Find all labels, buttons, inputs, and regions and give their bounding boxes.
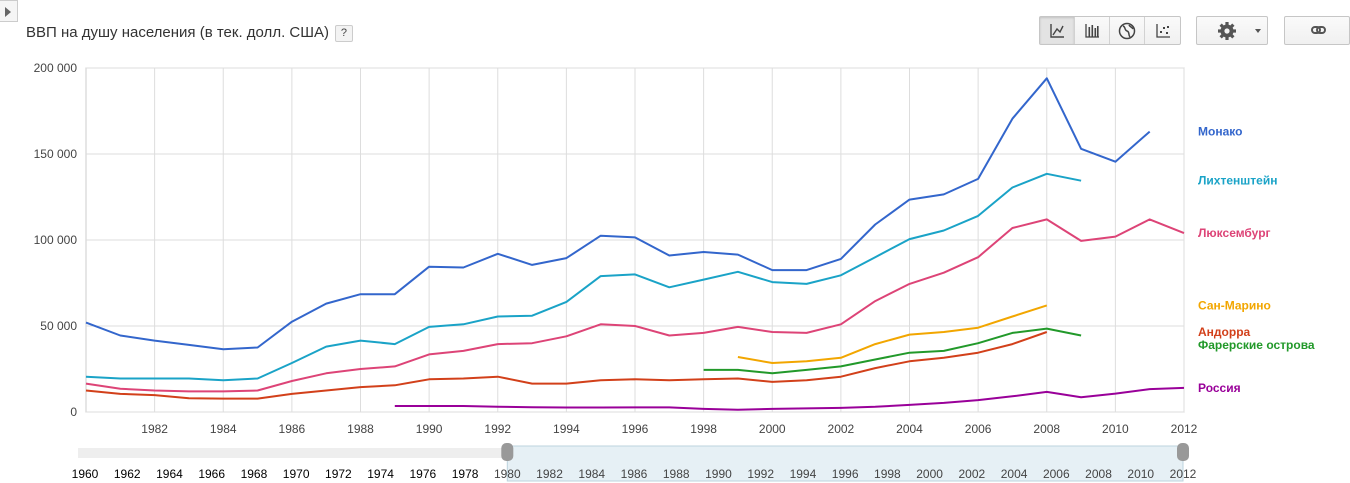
legend-label[interactable]: Лихтенштейн — [1198, 174, 1277, 188]
series-lines — [85, 77, 1185, 411]
settings-button-graphic — [1218, 22, 1261, 40]
timeline-selection[interactable] — [506, 445, 1184, 482]
y-tick-label: 200 000 — [34, 61, 78, 75]
scatter-chart-icon — [1155, 23, 1170, 38]
y-tick-label: 0 — [70, 405, 77, 419]
timeline-label: 2006 — [1043, 467, 1070, 481]
timeline-label: 1994 — [790, 467, 817, 481]
timeline-label: 1986 — [621, 467, 648, 481]
x-tick-label: 1984 — [210, 422, 237, 436]
bar-chart-button[interactable] — [1075, 17, 1110, 44]
series-line[interactable] — [394, 386, 1185, 411]
legend-label[interactable]: Андорра — [1198, 325, 1251, 339]
y-axis: 0 50 000 100 000 150 000 200 000 — [34, 61, 78, 419]
globe-map-icon — [1118, 22, 1136, 39]
series-line[interactable] — [85, 172, 1082, 382]
timeline-label: 1976 — [409, 467, 436, 481]
timeline-label: 1978 — [452, 467, 479, 481]
x-tick-label: 2004 — [896, 422, 923, 436]
scatter-chart-button[interactable] — [1145, 17, 1180, 44]
x-tick-label: 1994 — [553, 422, 580, 436]
gear-icon — [1218, 22, 1236, 40]
bar-chart-icon — [1085, 23, 1099, 38]
timeline-label: 1968 — [241, 467, 268, 481]
timeline-label: 2008 — [1085, 467, 1112, 481]
x-tick-label: 1996 — [622, 422, 649, 436]
x-tick-label: 2006 — [965, 422, 992, 436]
x-tick-label: 2000 — [759, 422, 786, 436]
legend-label[interactable]: Россия — [1198, 381, 1241, 395]
series-line[interactable] — [85, 218, 1185, 393]
timeline-label: 1974 — [367, 467, 394, 481]
line-chart-icon — [1050, 23, 1064, 38]
series-line[interactable] — [737, 304, 1048, 364]
chart-grid — [85, 67, 1185, 413]
timeline-label: 1984 — [578, 467, 605, 481]
x-tick-label: 2010 — [1102, 422, 1129, 436]
timeline-slider: 1960 1962 1964 1966 1968 1970 1972 1974 1976 1978… — [72, 443, 1197, 482]
legend-label[interactable]: Сан-Марино — [1198, 298, 1271, 312]
collapse-panel-button[interactable] — [0, 0, 18, 22]
timeline-label: 1996 — [832, 467, 859, 481]
timeline-label: 1988 — [663, 467, 690, 481]
line-chart-button[interactable] — [1040, 17, 1075, 44]
x-tick-label: 1992 — [484, 422, 511, 436]
link-icon — [1311, 26, 1326, 34]
chart-title: ВВП на душу населения (в тек. долл. США) — [26, 24, 329, 41]
timeline-label: 1962 — [114, 467, 141, 481]
help-button[interactable]: ? — [334, 25, 353, 42]
timeline-label: 1982 — [536, 467, 563, 481]
chart-title-row: ВВП на душу населения (в тек. долл. США)… — [26, 24, 353, 42]
triangle-right-icon — [5, 7, 11, 17]
series-line[interactable] — [85, 77, 1151, 351]
timeline-label: 1972 — [325, 467, 352, 481]
timeline-label: 2004 — [1001, 467, 1028, 481]
caret-down-icon — [1255, 29, 1261, 33]
legend-label[interactable]: Люксембург — [1198, 226, 1271, 240]
timeline-label: 1980 — [494, 467, 521, 481]
share-link-button[interactable] — [1284, 16, 1350, 45]
timeline-label: 1964 — [156, 467, 183, 481]
x-tick-label: 2012 — [1171, 422, 1198, 436]
legend-label[interactable]: Монако — [1198, 125, 1242, 139]
x-tick-label: 2008 — [1033, 422, 1060, 436]
timeline-handle[interactable] — [501, 443, 514, 461]
y-tick-label: 50 000 — [40, 319, 77, 333]
legend: Монако Лихтенштейн Люксембург Сан-Марино Анд… — [1198, 125, 1315, 395]
x-axis: 1982 1984 1986 1988 1990 1992 1994 1996 1998 2000… — [141, 422, 1197, 436]
timeline-label: 1970 — [283, 467, 310, 481]
timeline-label: 1966 — [198, 467, 225, 481]
x-tick-label: 1986 — [279, 422, 306, 436]
timeline-label: 2000 — [916, 467, 943, 481]
map-chart-button[interactable] — [1110, 17, 1145, 44]
timeline-label: 2010 — [1127, 467, 1154, 481]
timeline-label: 2002 — [958, 467, 985, 481]
chart-type-switcher — [1039, 16, 1181, 45]
series-line[interactable] — [85, 331, 1048, 400]
timeline-label: 1960 — [72, 467, 99, 481]
x-tick-label: 1990 — [416, 422, 443, 436]
settings-menu-button[interactable] — [1196, 16, 1268, 45]
x-tick-label: 1998 — [690, 422, 717, 436]
y-tick-label: 150 000 — [34, 147, 78, 161]
timeline-label: 1990 — [705, 467, 732, 481]
x-tick-label: 1982 — [141, 422, 168, 436]
y-tick-label: 100 000 — [34, 233, 78, 247]
x-tick-label: 2002 — [828, 422, 855, 436]
series-line[interactable] — [703, 327, 1082, 375]
legend-label[interactable]: Фарерские острова — [1198, 338, 1315, 352]
x-tick-label: 1988 — [347, 422, 374, 436]
timeline-label: 2012 — [1170, 467, 1197, 481]
timeline-label: 1992 — [747, 467, 774, 481]
timeline-label: 1998 — [874, 467, 901, 481]
timeline-handle[interactable] — [1177, 443, 1189, 461]
